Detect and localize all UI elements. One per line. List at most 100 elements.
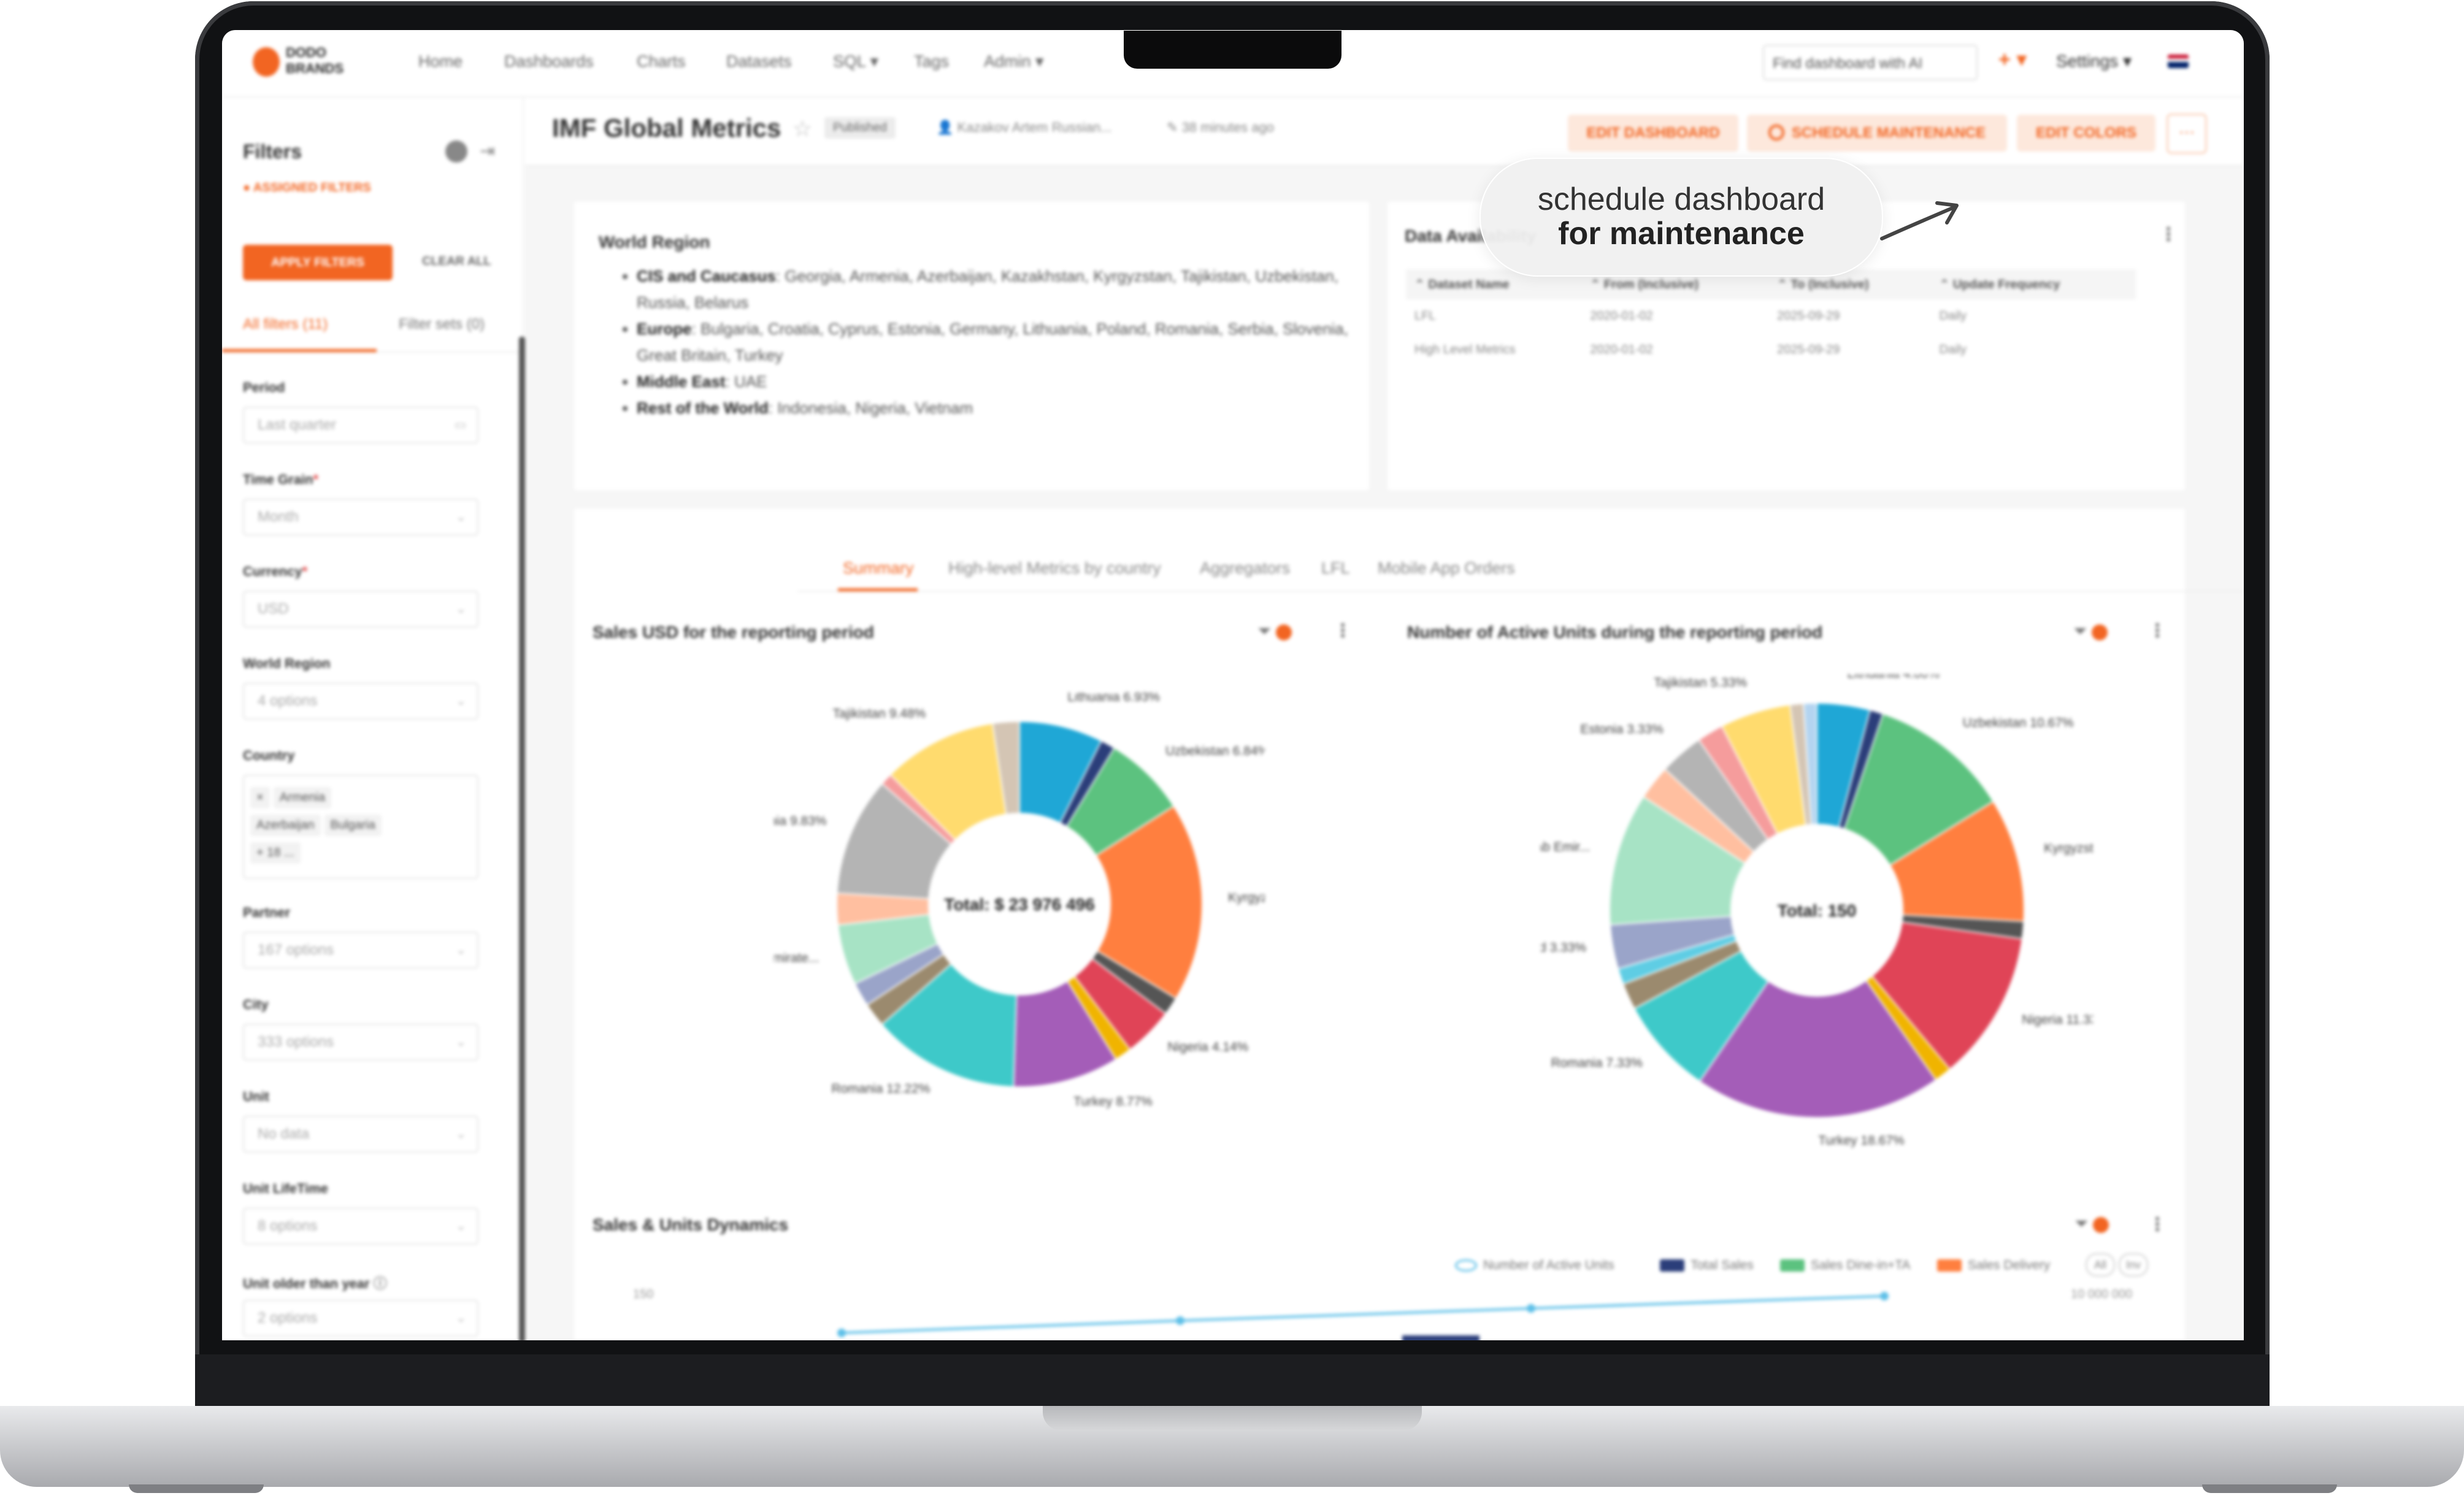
logo-icon[interactable] <box>253 47 280 77</box>
legend-item[interactable]: Sales Dine-in+TA <box>1780 1258 1910 1273</box>
unit-lifetime-select[interactable]: 8 options ⌄ <box>243 1208 478 1245</box>
partner-value: 167 options <box>258 942 334 958</box>
tab-all-filters[interactable]: All filters (11) <box>243 316 328 332</box>
plus-menu-button[interactable]: + ▾ <box>1998 48 2027 71</box>
toggle-all[interactable]: All <box>2086 1253 2115 1276</box>
pie-slice[interactable] <box>1698 980 1937 1118</box>
pie-slice[interactable] <box>881 963 1018 1088</box>
legend-item[interactable]: Number of Active Units <box>1455 1258 1614 1273</box>
info-icon[interactable]: ⓘ <box>373 1276 387 1291</box>
more-options-button[interactable]: ··· <box>2167 113 2207 154</box>
clear-all-button[interactable]: CLEAR ALL <box>422 255 491 268</box>
data-point[interactable] <box>1176 1316 1184 1325</box>
edit-dashboard-button[interactable]: EDIT DASHBOARD <box>1568 115 1738 152</box>
kebab-menu-icon[interactable]: ⋮ <box>2148 1215 2167 1235</box>
region-name: Rest of the World <box>637 399 769 417</box>
chart-filter-indicator[interactable]: ⏷ <box>1257 621 1292 642</box>
calendar-icon: ▭ <box>455 418 466 432</box>
favorite-star-icon[interactable]: ☆ <box>793 116 813 141</box>
laptop-chin <box>195 1354 2270 1406</box>
partner-select[interactable]: 167 options ⌄ <box>243 932 478 969</box>
settings-icon[interactable] <box>445 140 467 163</box>
currency-select[interactable]: USD ⌄ <box>243 591 478 628</box>
filter-label-text: Unit older than year <box>243 1276 370 1291</box>
chart-filter-indicator[interactable]: ⏷ <box>2074 1214 2109 1234</box>
more-tags[interactable]: + 18 ... <box>250 842 301 864</box>
table-cell: High Level Metrics <box>1414 343 1516 356</box>
legend-item[interactable]: Total Sales <box>1660 1258 1754 1273</box>
chevron-down-icon: ⌄ <box>456 943 466 957</box>
kebab-menu-icon[interactable]: ⋮ <box>2159 225 2178 245</box>
filter-icon: ⏷ <box>1257 621 1272 640</box>
top-navbar: DODO BRANDS Home Dashboards Charts Datas… <box>222 30 2244 98</box>
nav-tags[interactable]: Tags <box>914 52 950 71</box>
y-axis-right-label: 10 000 000 <box>2071 1288 2133 1301</box>
world-region-select[interactable]: 4 options ⌄ <box>243 683 478 720</box>
column-header[interactable]: ⌃ To (Inclusive) <box>1768 269 1931 299</box>
toggle-inv[interactable]: Inv <box>2119 1253 2148 1276</box>
list-item: Europe: Bulgaria, Croatia, Cyprus, Eston… <box>637 316 1361 369</box>
legend-item[interactable]: Sales Delivery <box>1937 1258 2050 1273</box>
logo-text[interactable]: DODO BRANDS <box>286 45 344 76</box>
tab-high-level-metrics[interactable]: High-level Metrics by country <box>948 559 1161 577</box>
legend-swatch <box>1780 1259 1805 1272</box>
unit-select[interactable]: No data ⌄ <box>243 1116 478 1153</box>
pie-slice[interactable] <box>1095 805 1203 1000</box>
kebab-menu-icon[interactable]: ⋮ <box>2148 621 2167 641</box>
tab-filter-sets[interactable]: Filter sets (0) <box>399 316 485 332</box>
data-point[interactable] <box>1880 1292 1889 1300</box>
language-flag-icon[interactable] <box>2168 55 2189 68</box>
column-header[interactable]: ⌃ Update Frequency <box>1930 269 2136 299</box>
clear-tags-icon[interactable]: × <box>250 787 270 808</box>
schedule-maintenance-button[interactable]: SCHEDULE MAINTENANCE <box>1747 115 2007 152</box>
time-grain-select[interactable]: Month ⌄ <box>243 499 478 536</box>
filter-label-currency: Currency* <box>243 564 308 579</box>
pie-slice[interactable] <box>992 720 1020 815</box>
sidebar-scrollbar[interactable] <box>519 337 525 1340</box>
nav-home[interactable]: Home <box>418 52 463 71</box>
pie-slice[interactable] <box>1802 702 1817 826</box>
dashboard-title[interactable]: IMF Global Metrics <box>552 113 781 142</box>
country-tag[interactable]: Azerbaijan <box>250 815 321 836</box>
nav-datasets[interactable]: Datasets <box>726 52 792 71</box>
chart-title-dynamics: Sales & Units Dynamics <box>593 1215 789 1234</box>
tab-summary[interactable]: Summary <box>843 559 914 577</box>
ai-search-input[interactable]: Find dashboard with AI <box>1763 45 1978 80</box>
filter-label-partner: Partner <box>243 905 290 921</box>
country-multiselect[interactable]: × Armenia Azerbaijan Bulgaria + 18 ... <box>243 775 478 879</box>
pie-slice[interactable] <box>1889 800 2025 923</box>
data-point[interactable] <box>837 1329 846 1337</box>
data-point[interactable] <box>1527 1304 1535 1313</box>
tab-aggregators[interactable]: Aggregators <box>1200 559 1291 577</box>
pie-slice[interactable] <box>1843 713 1995 866</box>
apply-filters-button[interactable]: APPLY FILTERS <box>243 245 393 280</box>
kebab-menu-icon[interactable]: ⋮ <box>1334 621 1352 641</box>
assigned-filters-link[interactable]: ● ASSIGNED FILTERS <box>243 181 371 194</box>
unit-older-select[interactable]: 2 options ⌄ <box>243 1300 478 1337</box>
legend-label: Sales Dine-in+TA <box>1811 1258 1911 1272</box>
edit-colors-button[interactable]: EDIT COLORS <box>2017 115 2155 152</box>
nav-admin[interactable]: Admin ▾ <box>984 52 1044 71</box>
legend-swatch <box>1660 1259 1684 1272</box>
nav-dashboards[interactable]: Dashboards <box>504 52 594 71</box>
sales-bar[interactable] <box>1402 1335 1480 1340</box>
period-select[interactable]: Last quarter ▭ <box>243 407 478 443</box>
city-select[interactable]: 333 options ⌄ <box>243 1024 478 1061</box>
legend-label: Total Sales <box>1691 1258 1754 1272</box>
country-tag[interactable]: Armenia <box>273 787 332 808</box>
tab-lfl[interactable]: LFL <box>1321 559 1350 577</box>
collapse-icon[interactable]: ⇥ <box>480 141 496 161</box>
nav-sql[interactable]: SQL ▾ <box>833 52 879 71</box>
published-badge[interactable]: Published <box>824 117 896 139</box>
chart-filter-indicator[interactable]: ⏷ <box>2073 621 2108 642</box>
sidebar-tab-divider <box>222 351 523 353</box>
nav-charts[interactable]: Charts <box>637 52 686 71</box>
chart-title-sales: Sales USD for the reporting period <box>593 623 874 642</box>
pie-slice[interactable] <box>1609 796 1746 926</box>
country-tag[interactable]: Bulgaria <box>324 815 382 836</box>
legend-swatch <box>1937 1259 1962 1272</box>
settings-menu[interactable]: Settings ▾ <box>2056 52 2132 71</box>
tab-mobile-app-orders[interactable]: Mobile App Orders <box>1378 559 1515 577</box>
arrow-icon <box>1880 201 1959 240</box>
pie-slice[interactable] <box>1871 921 2023 1070</box>
